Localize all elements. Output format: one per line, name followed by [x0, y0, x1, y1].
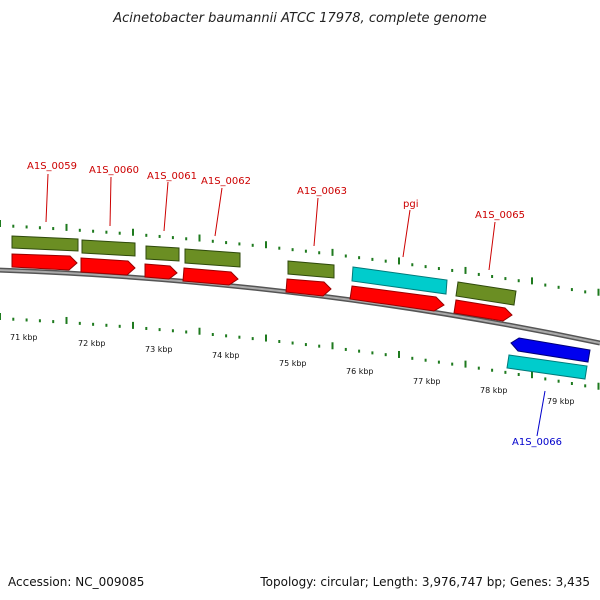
- gene-pgi[interactable]: [351, 266, 448, 295]
- accession-text: Accession: NC_009085: [8, 575, 144, 589]
- kbp-label: 79 kbp: [547, 397, 575, 406]
- kbp-label: 76 kbp: [346, 367, 374, 376]
- kbp-label: 78 kbp: [480, 386, 508, 395]
- gene-label[interactable]: A1S_0060: [89, 165, 139, 176]
- kbp-label: 77 kbp: [413, 377, 441, 386]
- gene-a1s-0063[interactable]: [287, 260, 335, 279]
- gene-a1s-0061[interactable]: [145, 245, 180, 262]
- genome-summary-text: Topology: circular; Length: 3,976,747 bp…: [259, 575, 590, 589]
- reverse-track: [506, 337, 591, 380]
- map-title: Acinetobacter baumannii ATCC 17978, comp…: [112, 11, 487, 26]
- gene-label[interactable]: A1S_0063: [297, 186, 347, 197]
- forward-cds-track: [11, 253, 513, 322]
- gene-label[interactable]: A1S_0059: [27, 161, 77, 172]
- cds-pgi[interactable]: [349, 285, 445, 312]
- reverse-ticks: [0, 313, 600, 390]
- gene-label[interactable]: A1S_0065: [475, 210, 525, 221]
- forward-gene-track: [11, 235, 517, 306]
- gene-label[interactable]: A1S_0062: [201, 176, 251, 187]
- kbp-label: 74 kbp: [212, 351, 240, 360]
- kbp-label: 71 kbp: [10, 333, 38, 342]
- gene-label[interactable]: A1S_0066: [512, 437, 562, 448]
- cds-a1s-0063[interactable]: [285, 278, 332, 297]
- kbp-label: 72 kbp: [78, 339, 106, 348]
- gene-labels: A1S_0059 A1S_0060 A1S_0061 A1S_0062 A1S_…: [27, 161, 562, 448]
- gene-label[interactable]: pgi: [403, 199, 418, 210]
- gene-a1s-0066[interactable]: [506, 354, 588, 380]
- forward-ticks: [0, 220, 600, 296]
- kbp-label: 75 kbp: [279, 359, 307, 368]
- cds-a1s-0065[interactable]: [453, 299, 513, 322]
- gene-a1s-0060[interactable]: [81, 239, 136, 257]
- gene-a1s-0062[interactable]: [184, 248, 241, 268]
- cds-a1s-0061[interactable]: [144, 263, 178, 280]
- kbp-label: 73 kbp: [145, 345, 173, 354]
- gene-a1s-0059[interactable]: [11, 235, 79, 252]
- gene-label[interactable]: A1S_0061: [147, 171, 197, 182]
- gene-a1s-0065[interactable]: [455, 281, 517, 306]
- cds-a1s-0066[interactable]: [510, 337, 591, 363]
- cds-a1s-0062[interactable]: [182, 267, 239, 286]
- cds-a1s-0060[interactable]: [80, 257, 136, 276]
- cds-a1s-0059[interactable]: [11, 253, 78, 271]
- kbp-scale: 71 kbp 72 kbp 73 kbp 74 kbp 75 kbp 76 kb…: [10, 333, 575, 406]
